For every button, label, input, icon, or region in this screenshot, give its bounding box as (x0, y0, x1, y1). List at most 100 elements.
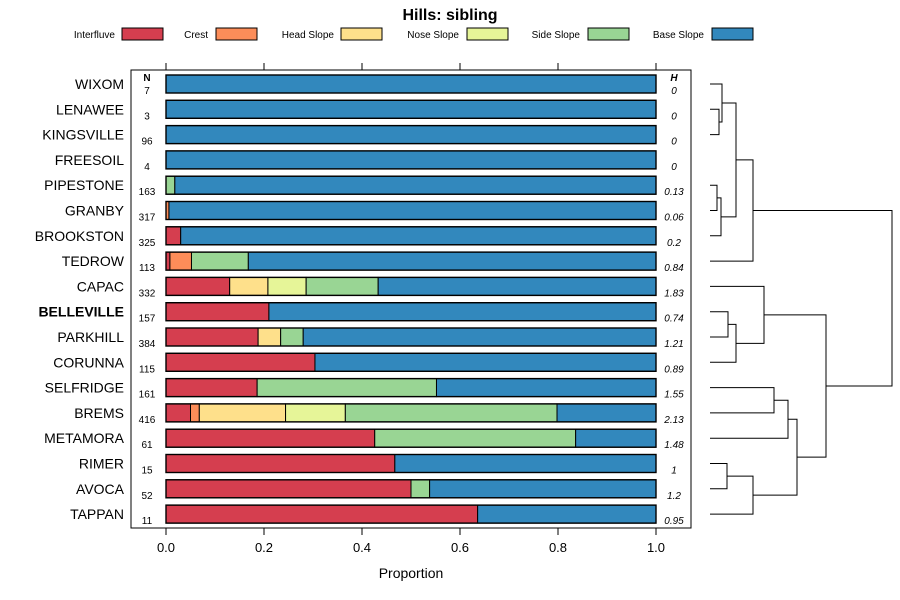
soil-label: BROOKSTON (35, 228, 124, 244)
soil-label: CAPAC (77, 278, 124, 294)
n-value: 11 (142, 516, 153, 527)
n-value: 416 (139, 415, 156, 426)
x-tick-label: 1.0 (647, 540, 665, 555)
bar-segment-base-slope (314, 352, 657, 372)
soil-label: RIMER (79, 456, 124, 472)
top-axis-ticks (165, 63, 657, 70)
soil-label: WIXOM (75, 76, 124, 92)
soil-label: BELLEVILLE (38, 304, 124, 320)
bar-outline (165, 175, 657, 195)
bar-outline (165, 403, 657, 423)
row-belleville: BELLEVILLE 157 0.74 (38, 302, 684, 325)
soil-label: KINGSVILLE (42, 127, 124, 143)
row-parkhill: PARKHILL 384 1.21 (57, 327, 684, 350)
x-tick-label: 0.0 (157, 540, 175, 555)
bar-segment-side-slope (165, 175, 176, 195)
bar-segment-side-slope (410, 479, 431, 499)
row-tedrow: TEDROW 113 0.84 (62, 251, 684, 274)
row-corunna: CORUNNA 115 0.89 (53, 352, 684, 375)
x-tick-label: 0.8 (549, 540, 567, 555)
soil-label: PIPESTONE (44, 177, 124, 193)
bar-outline (165, 124, 657, 145)
legend-swatch-base-slope (711, 27, 754, 41)
row-wixom: WIXOM 7 0 (75, 74, 677, 97)
bar-segment-base-slope (165, 99, 657, 119)
dendrogram-branch (710, 197, 722, 237)
n-value: 384 (139, 339, 156, 350)
legend-label-head-slope: Head Slope (282, 30, 335, 41)
bar-outline (165, 251, 657, 271)
h-value: 1.83 (664, 288, 684, 299)
x-tick-label: 0.4 (353, 540, 371, 555)
bar-segment-side-slope (305, 276, 379, 296)
bar-segment-head-slope (198, 403, 287, 423)
legend-label-interfluve: Interfluve (74, 30, 116, 41)
x-tick-label: 0.2 (255, 540, 273, 555)
dendrogram-branch (753, 418, 798, 496)
bar-segment-base-slope (575, 428, 657, 448)
n-value: 113 (139, 263, 155, 274)
h-value: 0.06 (664, 213, 684, 224)
legend-label-base-slope: Base Slope (653, 30, 705, 41)
bar-segment-side-slope (280, 327, 304, 347)
legend-swatch-head-slope (340, 27, 383, 41)
bar-outline (165, 377, 657, 398)
h-value: 0.84 (664, 263, 684, 274)
legend-swatch-side-slope (587, 27, 630, 41)
soil-label: FREESOIL (55, 152, 124, 168)
row-rimer: RIMER 15 1 (79, 453, 677, 477)
dendrogram-branch (710, 311, 729, 338)
bar-outline (165, 479, 657, 499)
bar-segment-base-slope (174, 175, 657, 195)
bar-segment-base-slope (165, 150, 657, 170)
bar-segment-nose-slope (267, 276, 307, 296)
legend: Interfluve Crest Head Slope Nose Slope Side … (74, 27, 754, 41)
bar-segment-base-slope (377, 276, 657, 296)
dendrogram-branch (710, 285, 765, 344)
bar-segment-side-slope (256, 378, 437, 398)
bar-segment-base-slope (477, 504, 657, 524)
bar-segment-base-slope (165, 125, 657, 145)
row-brems: BREMS 416 2.13 (74, 403, 684, 426)
bar-segment-base-slope (165, 74, 657, 94)
legend-swatch-crest (215, 27, 258, 41)
soil-label: TEDROW (62, 253, 125, 269)
plot-frame (130, 69, 692, 529)
bar-segment-base-slope (180, 226, 657, 246)
soil-label: AVOCA (76, 481, 125, 497)
n-value: 161 (139, 390, 156, 401)
bar-segment-interfluve (165, 428, 376, 448)
bar-segment-interfluve (165, 403, 191, 423)
h-value: 0.2 (667, 238, 681, 249)
bar-segment-interfluve (165, 479, 412, 499)
legend-label-crest: Crest (184, 30, 208, 41)
dendrogram (710, 83, 893, 515)
bar-segment-base-slope (168, 201, 657, 220)
soil-label: PARKHILL (57, 329, 124, 345)
dendrogram-branch (710, 475, 754, 515)
row-tappan: TAPPAN 11 0.95 (70, 504, 684, 527)
bar-segment-head-slope (257, 327, 282, 347)
soil-label: BREMS (74, 405, 124, 421)
n-value: 115 (139, 364, 155, 375)
bar-segment-side-slope (344, 403, 558, 423)
n-column-header: N (143, 73, 150, 84)
chart-title: Hills: sibling (402, 7, 497, 24)
bar-outline (165, 200, 657, 221)
dendrogram-branch (710, 387, 775, 414)
h-value: 1.55 (664, 390, 684, 401)
bar-segment-crest (190, 403, 200, 423)
n-value: 15 (141, 466, 153, 477)
bar-rows: WIXOM 7 0 LENAWEE 3 0 KINGSVILLE 96 0 FREESOIL 4 0 P… (35, 74, 684, 527)
n-value: 3 (144, 111, 150, 122)
h-value: 0.13 (664, 187, 684, 198)
row-metamora: METAMORA 61 1.48 (44, 428, 684, 451)
soil-label: TAPPAN (70, 506, 124, 522)
dendrogram-branch (721, 102, 737, 218)
bar-outline (165, 226, 657, 246)
legend-label-nose-slope: Nose Slope (407, 30, 459, 41)
soil-label: LENAWEE (56, 101, 124, 117)
x-axis: 0.0 0.2 0.4 0.6 0.8 1.0 (157, 528, 665, 555)
legend-label-side-slope: Side Slope (532, 30, 581, 41)
row-brookston: BROOKSTON 325 0.2 (35, 226, 681, 249)
